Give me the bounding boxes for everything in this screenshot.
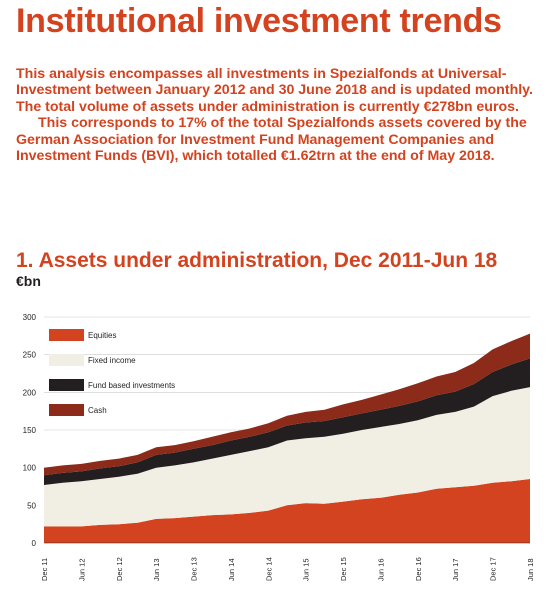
x-tick-label: Dec 11 <box>40 558 49 581</box>
y-tick-label: 0 <box>32 539 37 548</box>
y-axis-unit-label: €bn <box>16 273 41 289</box>
legend-swatch <box>49 329 84 341</box>
legend-label: Equities <box>88 331 116 340</box>
legend-swatch <box>49 404 84 416</box>
x-tick-label: Dec 13 <box>190 557 199 581</box>
intro-paragraph-1: This analysis encompasses all investment… <box>16 66 533 115</box>
page-title: Institutional investment trends <box>16 2 502 40</box>
x-tick-label: Dec 14 <box>264 557 273 581</box>
chart-title: 1. Assets under administration, Dec 2011… <box>16 249 498 272</box>
legend-label: Fund based investments <box>88 381 175 390</box>
area-series-2 <box>44 387 530 527</box>
y-tick-label: 200 <box>23 388 37 397</box>
x-tick-label: Dec 15 <box>339 557 348 581</box>
x-tick-label: Dec 17 <box>489 557 498 581</box>
x-tick-label: Jun 18 <box>526 558 535 581</box>
legend-swatch <box>49 354 84 366</box>
x-tick-label: Dec 16 <box>414 557 423 581</box>
y-tick-label: 300 <box>23 313 37 322</box>
y-tick-label: 100 <box>23 464 37 473</box>
x-tick-label: Jun 14 <box>227 558 236 581</box>
x-tick-label: Jun 13 <box>152 558 161 581</box>
legend-label: Cash <box>88 406 107 415</box>
intro-text: This analysis encompasses all investment… <box>16 66 544 164</box>
x-tick-label: Dec 12 <box>115 557 124 581</box>
legend-label: Fixed income <box>88 356 136 365</box>
area-series-3 <box>44 358 530 485</box>
y-tick-label: 250 <box>23 351 37 360</box>
intro-paragraph-2: This corresponds to 17% of the total Spe… <box>16 115 527 165</box>
legend-swatch <box>49 379 84 391</box>
area-series-1 <box>44 479 530 543</box>
y-tick-label: 50 <box>27 501 36 510</box>
x-tick-label: Jun 17 <box>451 558 460 581</box>
x-tick-label: Jun 16 <box>376 558 385 581</box>
x-tick-label: Jun 12 <box>77 558 86 581</box>
y-tick-label: 150 <box>23 426 37 435</box>
x-tick-label: Jun 15 <box>302 558 311 581</box>
